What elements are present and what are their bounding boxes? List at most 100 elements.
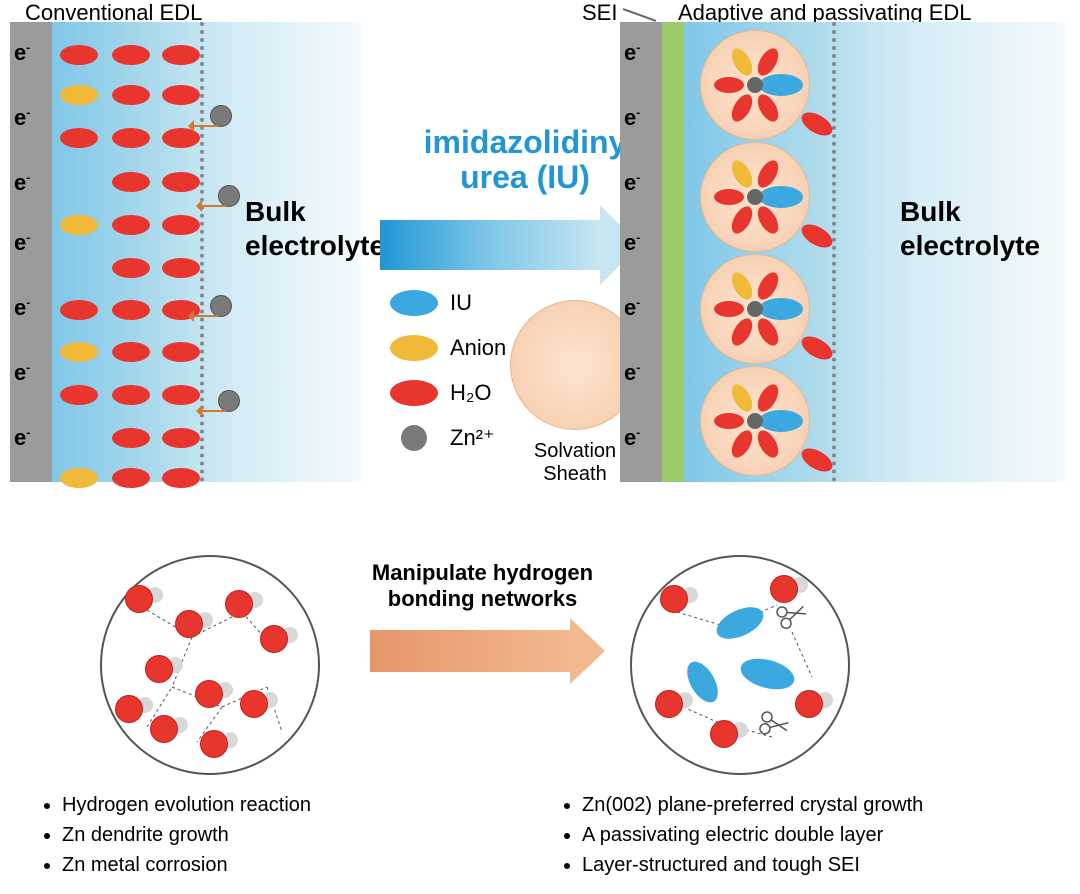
water-oxygen <box>125 585 153 613</box>
electron-symbol: e- <box>624 230 640 256</box>
legend-anion: Anion <box>390 335 506 361</box>
h2o-oval <box>162 385 200 405</box>
solvation-petal <box>714 301 744 317</box>
solvation-petal <box>759 186 803 208</box>
hbond-circle-right <box>630 555 850 775</box>
legend-h2o: H₂O <box>390 380 492 406</box>
migration-arrow <box>198 205 226 207</box>
anion-oval <box>60 85 98 105</box>
electron-symbol: e- <box>624 40 640 66</box>
electron-symbol: e- <box>14 425 30 451</box>
migration-arrow <box>190 125 218 127</box>
h2o-oval <box>162 45 200 65</box>
label-sei: SEI <box>582 0 617 26</box>
h2o-oval <box>162 342 200 362</box>
anion-oval <box>60 468 98 488</box>
water-oxygen <box>770 575 798 603</box>
h2o-oval <box>162 300 200 320</box>
water-oxygen <box>175 610 203 638</box>
electron-symbol: e- <box>624 360 640 386</box>
label-manipulate: Manipulate hydrogen bonding networks <box>360 560 605 613</box>
h2o-oval <box>60 385 98 405</box>
h2o-oval <box>162 215 200 235</box>
electron-symbol: e- <box>14 230 30 256</box>
water-oxygen <box>200 730 228 758</box>
label-solvation-sheath: Solvation Sheath <box>520 440 630 486</box>
h2o-oval <box>112 342 150 362</box>
bullet-item: A passivating electric double layer <box>582 820 923 850</box>
h2o-oval <box>112 85 150 105</box>
bottom-arrow <box>370 630 570 672</box>
solvation-petal <box>714 77 744 93</box>
zn-ion <box>210 105 232 127</box>
label-iu-title: imidazolidiny urea (IU) <box>395 125 655 195</box>
bullet-item: Layer-structured and tough SEI <box>582 850 923 880</box>
zn-center <box>747 413 763 429</box>
bullet-item: Zn metal corrosion <box>62 850 311 880</box>
electron-symbol: e- <box>14 40 30 66</box>
water-oxygen <box>240 690 268 718</box>
migration-arrow <box>190 315 218 317</box>
electron-symbol: e- <box>14 170 30 196</box>
sei-layer <box>662 22 684 482</box>
h2o-oval <box>162 172 200 192</box>
right-divider <box>832 22 836 482</box>
water-oxygen <box>150 715 178 743</box>
h2o-oval <box>112 258 150 278</box>
electron-symbol: e- <box>624 425 640 451</box>
legend-zn: Zn²⁺ <box>390 425 495 451</box>
h2o-oval <box>60 45 98 65</box>
migration-arrow <box>198 410 226 412</box>
electron-symbol: e- <box>624 170 640 196</box>
solvation-petal <box>759 74 803 96</box>
water-oxygen <box>795 690 823 718</box>
h2o-oval <box>112 468 150 488</box>
solvation-petal <box>714 189 744 205</box>
h2o-oval <box>162 85 200 105</box>
bullets-left: Hydrogen evolution reactionZn dendrite g… <box>40 790 311 880</box>
solvation-petal <box>714 413 744 429</box>
water-oxygen <box>660 585 688 613</box>
zn-ion <box>218 185 240 207</box>
water-oxygen <box>115 695 143 723</box>
h2o-oval <box>112 45 150 65</box>
zn-ion <box>218 390 240 412</box>
h2o-oval <box>60 128 98 148</box>
legend-iu: IU <box>390 290 472 316</box>
anion-oval <box>60 215 98 235</box>
water-oxygen <box>225 590 253 618</box>
bullet-item: Zn dendrite growth <box>62 820 311 850</box>
bullet-item: Hydrogen evolution reaction <box>62 790 311 820</box>
h2o-oval <box>162 128 200 148</box>
zn-center <box>747 77 763 93</box>
bullets-right: Zn(002) plane-preferred crystal growthA … <box>560 790 923 880</box>
h2o-oval <box>112 128 150 148</box>
h2o-oval <box>162 428 200 448</box>
h2o-oval <box>112 300 150 320</box>
anion-oval <box>60 342 98 362</box>
label-bulk-right: Bulkelectrolyte <box>900 195 1040 262</box>
solvation-petal <box>759 410 803 432</box>
electron-symbol: e- <box>624 105 640 131</box>
h2o-oval <box>112 428 150 448</box>
label-bulk-left: Bulkelectrolyte <box>245 195 385 262</box>
h2o-oval <box>112 385 150 405</box>
electron-symbol: e- <box>14 360 30 386</box>
water-oxygen <box>655 690 683 718</box>
solvation-petal <box>759 298 803 320</box>
water-oxygen <box>710 720 738 748</box>
h2o-oval <box>162 258 200 278</box>
h2o-oval <box>112 215 150 235</box>
electron-symbol: e- <box>14 295 30 321</box>
sei-pointer-line <box>623 8 657 22</box>
electron-symbol: e- <box>624 295 640 321</box>
bullet-item: Zn(002) plane-preferred crystal growth <box>582 790 923 820</box>
water-oxygen <box>145 655 173 683</box>
h2o-oval <box>162 468 200 488</box>
main-arrow <box>380 220 600 270</box>
water-oxygen <box>195 680 223 708</box>
zn-center <box>747 189 763 205</box>
water-oxygen <box>260 625 288 653</box>
zn-center <box>747 301 763 317</box>
electron-symbol: e- <box>14 105 30 131</box>
